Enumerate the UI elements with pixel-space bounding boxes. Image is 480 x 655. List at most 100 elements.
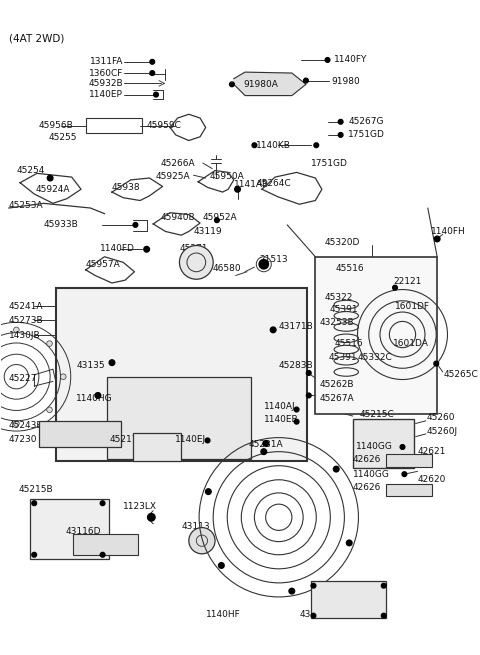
Circle shape [180, 246, 213, 279]
Text: 1430JB: 1430JB [9, 331, 40, 340]
Text: 1601DA: 1601DA [393, 339, 429, 348]
Text: 45933B: 45933B [44, 220, 78, 229]
Text: 45952A: 45952A [203, 213, 238, 222]
Text: 45241A: 45241A [9, 302, 43, 311]
Text: 45265C: 45265C [444, 370, 479, 379]
Text: 42620: 42620 [418, 476, 446, 484]
Text: 45267A: 45267A [320, 394, 355, 403]
Circle shape [218, 563, 224, 569]
Bar [86, 118, 142, 133]
Text: 45924A: 45924A [35, 185, 70, 194]
Circle shape [95, 392, 101, 398]
Polygon shape [234, 72, 306, 96]
Text: 42621: 42621 [418, 447, 446, 456]
Text: 45273B: 45273B [9, 316, 44, 325]
Circle shape [109, 360, 115, 365]
Text: 45253A: 45253A [9, 200, 44, 210]
Text: 45254: 45254 [16, 166, 45, 175]
Bar [315, 257, 437, 414]
Text: 45957A: 45957A [86, 260, 120, 269]
Text: 45260J: 45260J [427, 426, 458, 436]
Circle shape [382, 613, 386, 618]
Circle shape [434, 362, 439, 366]
Circle shape [32, 501, 36, 506]
Circle shape [205, 489, 211, 495]
Text: (4AT 2WD): (4AT 2WD) [9, 33, 64, 44]
Circle shape [294, 419, 299, 424]
Text: 1140GG: 1140GG [356, 443, 393, 451]
Text: 1123LV: 1123LV [354, 610, 387, 619]
Circle shape [205, 438, 210, 443]
Bar [29, 498, 109, 559]
Circle shape [311, 584, 316, 588]
Circle shape [144, 246, 149, 252]
Circle shape [100, 501, 105, 506]
Circle shape [252, 143, 257, 147]
Circle shape [325, 58, 330, 62]
Text: 45391: 45391 [328, 354, 357, 362]
Text: 1751GD: 1751GD [348, 130, 385, 140]
Text: 43175: 43175 [300, 610, 328, 619]
Circle shape [150, 71, 155, 75]
Circle shape [154, 92, 158, 97]
Bar [39, 421, 121, 447]
Circle shape [434, 236, 440, 242]
Circle shape [189, 527, 215, 554]
Circle shape [270, 327, 276, 333]
Circle shape [393, 286, 397, 290]
Text: 43253B: 43253B [320, 318, 355, 327]
Text: 45215B: 45215B [18, 485, 53, 494]
Circle shape [133, 223, 138, 227]
Text: 1141AB: 1141AB [234, 180, 269, 189]
Text: 1140GG: 1140GG [353, 470, 390, 479]
Text: 91980: 91980 [331, 77, 360, 86]
Circle shape [215, 218, 219, 223]
Text: 1311FA: 1311FA [90, 58, 123, 66]
Circle shape [13, 327, 19, 333]
Circle shape [32, 552, 36, 557]
Text: 45215C: 45215C [360, 409, 394, 419]
Circle shape [294, 407, 299, 412]
Text: 45516: 45516 [334, 339, 363, 348]
Text: 43171B: 43171B [279, 322, 313, 331]
Text: 21513: 21513 [259, 255, 288, 264]
Text: 45243B: 45243B [9, 421, 43, 430]
Circle shape [304, 78, 308, 83]
Circle shape [289, 588, 295, 594]
Text: 43135: 43135 [76, 361, 105, 370]
Text: 42626: 42626 [353, 483, 381, 492]
Circle shape [338, 132, 343, 138]
Circle shape [314, 143, 319, 147]
Circle shape [400, 445, 405, 449]
Text: 45959C: 45959C [147, 121, 181, 130]
Text: 45266A: 45266A [161, 159, 195, 168]
Text: 43119: 43119 [193, 227, 222, 236]
Text: 46580: 46580 [212, 265, 241, 273]
Text: 45932B: 45932B [89, 79, 123, 88]
Text: 45925A: 45925A [156, 172, 191, 181]
Circle shape [60, 374, 66, 379]
Bar [353, 419, 414, 468]
Text: 42626: 42626 [353, 455, 381, 464]
Text: 1140EP: 1140EP [89, 90, 123, 99]
Circle shape [47, 341, 52, 346]
Text: 1140HF: 1140HF [206, 610, 240, 619]
Text: 1601DF: 1601DF [395, 302, 430, 311]
Circle shape [263, 441, 269, 446]
Circle shape [306, 393, 311, 398]
Text: 45271: 45271 [180, 244, 208, 253]
Bar [385, 483, 432, 496]
Text: 1140HG: 1140HG [76, 394, 113, 403]
Circle shape [100, 552, 105, 557]
Text: 45262B: 45262B [320, 380, 355, 388]
Text: 45231A: 45231A [249, 440, 283, 449]
Text: 45260: 45260 [427, 413, 456, 422]
Text: 1140EB: 1140EB [264, 415, 299, 424]
Circle shape [150, 60, 155, 64]
Text: 91980A: 91980A [243, 80, 278, 89]
Circle shape [229, 82, 234, 86]
Circle shape [338, 119, 343, 124]
Circle shape [311, 613, 316, 618]
Text: 22121: 22121 [393, 276, 421, 286]
Text: 45217: 45217 [109, 435, 138, 444]
